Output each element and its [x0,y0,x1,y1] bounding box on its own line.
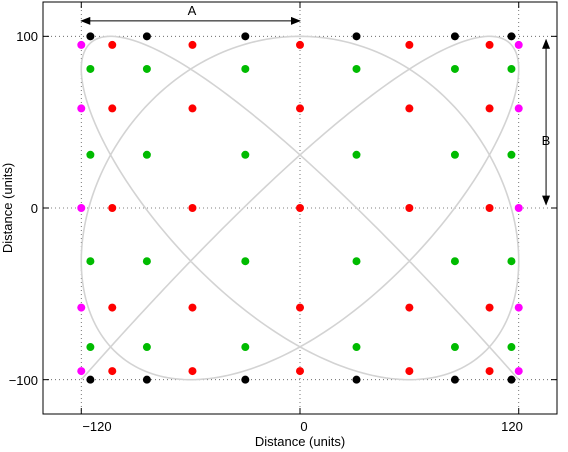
data-point-s1-5 [507,32,516,41]
data-point-s1-6 [86,375,95,384]
data-point-s0-0 [77,40,86,49]
y-axis-label: Distance (units) [0,163,15,253]
data-point-s3-3 [352,64,361,73]
data-point-s3-19 [142,343,151,352]
y-tick-label-bottom: −100 [9,373,38,388]
data-point-s1-1 [142,32,151,41]
data-point-s0-2 [77,204,86,212]
data-point-s2-22 [296,367,304,376]
data-point-s2-3 [405,40,414,49]
data-point-s3-9 [352,150,361,159]
data-point-s2-4 [485,40,494,49]
data-point-s2-13 [405,204,414,212]
data-point-s3-23 [507,343,516,352]
data-point-s3-21 [352,343,361,352]
annotation-b-label: B [542,133,551,148]
data-point-s0-7 [514,204,523,212]
data-point-s2-21 [188,367,197,376]
data-point-s0-3 [77,303,86,312]
data-point-s2-24 [485,367,494,376]
data-point-s0-5 [514,40,523,49]
data-point-s3-7 [142,150,151,159]
data-point-s3-10 [450,150,459,159]
data-point-s3-0 [86,64,95,73]
data-point-s3-1 [142,64,151,73]
data-point-s2-6 [188,104,197,113]
data-point-s3-18 [86,343,95,352]
data-point-s3-2 [241,64,250,73]
data-point-s2-20 [108,367,117,376]
data-point-s2-16 [188,303,197,312]
lissajous-curve [80,35,520,381]
data-point-s1-10 [450,375,459,384]
data-point-s2-9 [485,104,494,113]
data-point-s3-17 [507,257,516,266]
data-point-s1-7 [142,375,151,384]
data-point-s3-6 [86,150,95,159]
data-point-s1-3 [352,32,361,41]
data-point-s3-5 [507,64,516,73]
data-point-s2-7 [296,104,304,113]
x-tick-label-right: 120 [501,419,523,434]
data-point-s2-5 [108,104,117,113]
data-point-s1-9 [352,375,361,384]
data-point-s2-15 [108,303,117,312]
axis-ticks [43,2,557,414]
data-point-s2-1 [188,40,197,49]
data-point-s2-17 [296,303,304,312]
data-point-s1-0 [86,32,95,41]
data-point-s2-14 [485,204,494,212]
y-tick-label-middle: 0 [31,201,38,216]
data-point-s3-15 [352,257,361,266]
data-point-s2-23 [405,367,414,376]
data-point-s2-10 [108,204,117,212]
y-tick-label-top: 100 [16,29,38,44]
data-point-s3-4 [450,64,459,73]
data-points [77,32,523,384]
data-point-s0-4 [77,367,86,376]
x-axis-label: Distance (units) [255,434,345,449]
data-point-s2-2 [296,40,304,49]
data-point-s2-8 [405,104,414,113]
x-tick-label-left: −120 [82,419,111,434]
curve-path [80,35,520,381]
data-point-s3-22 [450,343,459,352]
data-point-s2-12 [296,204,304,212]
annotations [80,16,551,206]
data-point-s1-8 [241,375,250,384]
data-point-s3-16 [450,257,459,266]
data-point-s3-14 [241,257,250,266]
data-point-s2-18 [405,303,414,312]
data-point-s0-6 [514,104,523,113]
data-point-s2-11 [188,204,197,212]
data-point-s2-0 [108,40,117,49]
data-point-s3-20 [241,343,250,352]
x-tick-label-center: 0 [300,419,307,434]
data-point-s3-8 [241,150,250,159]
data-point-s1-11 [507,375,516,384]
data-point-s0-8 [514,303,523,312]
data-point-s0-1 [77,104,86,113]
data-point-s3-13 [142,257,151,266]
data-point-s1-4 [450,32,459,41]
data-point-s2-19 [485,303,494,312]
annotation-a-label: A [188,3,197,18]
data-point-s1-2 [241,32,250,41]
data-point-s3-11 [507,150,516,159]
data-point-s0-9 [514,367,523,376]
data-point-s3-12 [86,257,95,266]
